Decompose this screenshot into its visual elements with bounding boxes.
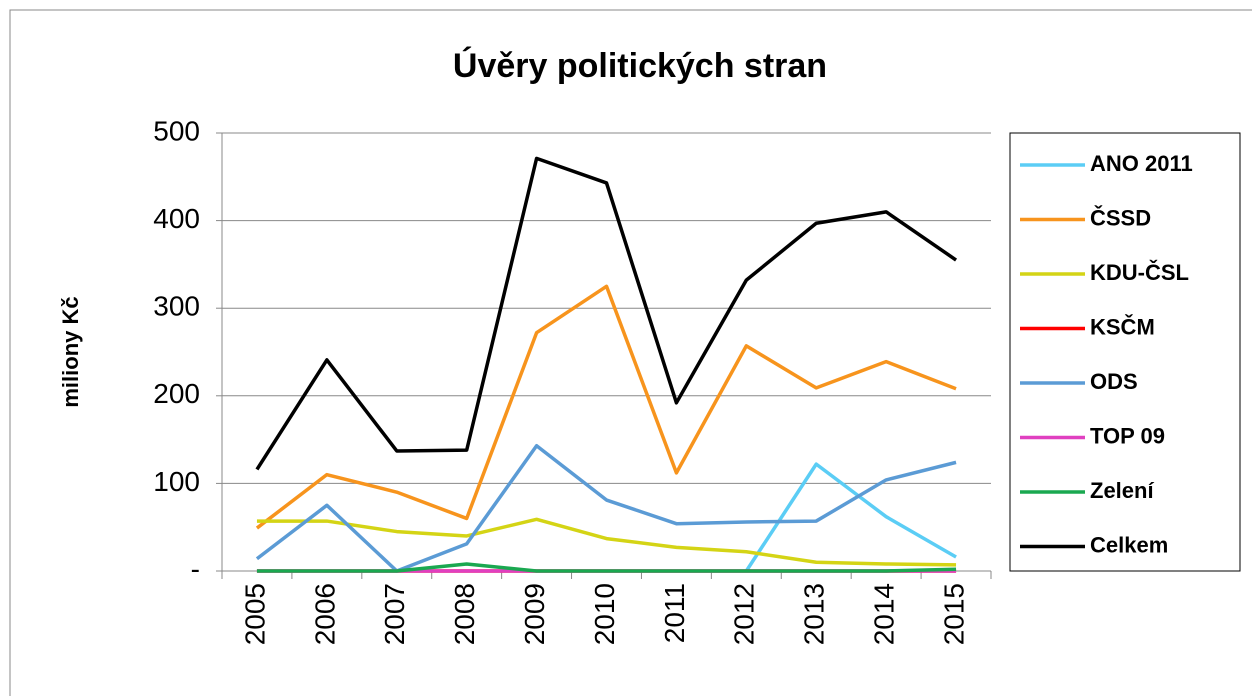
legend-label: Zelení <box>1090 478 1154 503</box>
chart-title: Úvěry politických stran <box>453 47 827 85</box>
y-axis-label: miliony Kč <box>58 296 83 407</box>
x-tick-label: 2012 <box>729 583 760 645</box>
series-line <box>255 443 957 573</box>
legend-label: Celkem <box>1090 532 1168 557</box>
x-tick-label: 2009 <box>519 583 550 645</box>
x-tick-label: 2006 <box>309 583 340 645</box>
legend-label: ODS <box>1090 369 1138 394</box>
series-line <box>744 462 957 572</box>
x-tick-label: 2015 <box>938 583 969 645</box>
series-line <box>255 284 957 530</box>
series-line <box>256 517 957 567</box>
legend-label: KSČM <box>1090 314 1155 339</box>
legend-label: KDU-ČSL <box>1090 260 1189 285</box>
x-tick-label: 2007 <box>379 583 410 645</box>
legend-label: ČSSD <box>1090 205 1151 230</box>
y-tick-label: 100 <box>153 466 200 497</box>
y-tick-label: 500 <box>153 115 200 146</box>
y-tick-label: 400 <box>153 203 200 234</box>
x-tick-label: 2011 <box>659 583 690 643</box>
y-tick-label: 200 <box>153 378 200 409</box>
x-tick-label: 2013 <box>799 583 830 645</box>
x-tick-label: 2010 <box>589 583 620 645</box>
y-tick-label: 300 <box>153 291 200 322</box>
y-tick-label: - <box>191 553 200 584</box>
series-line <box>255 156 958 471</box>
series-line <box>256 562 957 573</box>
x-tick-label: 2014 <box>869 583 900 645</box>
legend-label: ANO 2011 <box>1090 151 1193 176</box>
x-tick-label: 2008 <box>449 583 480 645</box>
legend-label: TOP 09 <box>1090 423 1165 448</box>
legend-box <box>1009 132 1241 572</box>
x-tick-label: 2005 <box>239 583 270 645</box>
